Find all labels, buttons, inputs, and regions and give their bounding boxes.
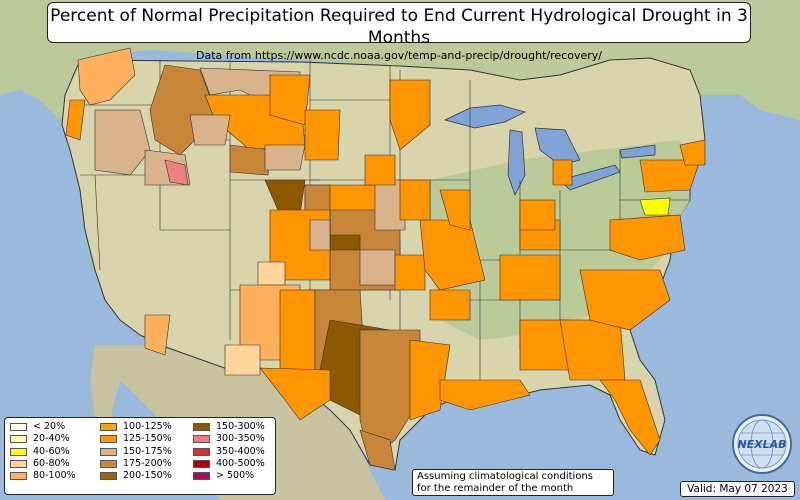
legend-swatch (100, 460, 117, 469)
legend-swatch (193, 423, 210, 432)
legend-column-1: < 20% 20-40% 40-60% 60-80% 80-100% (10, 421, 76, 482)
legend-label: 175-200% (123, 458, 172, 470)
region-minnesota (389, 79, 431, 151)
region-kansas-tan (359, 249, 396, 286)
legend-swatch (10, 435, 27, 444)
region-illinois-west (439, 189, 471, 231)
legend-item: 350-400% (193, 446, 265, 458)
region-virginia (609, 214, 686, 261)
legend-swatch (10, 472, 27, 481)
legend-swatch (193, 435, 210, 444)
legend-label: > 500% (216, 470, 255, 482)
region-colorado-tan (309, 219, 331, 251)
legend-swatch (100, 447, 117, 456)
region-iowa (399, 179, 431, 221)
legend-label: 200-150% (123, 470, 172, 482)
region-wyoming (229, 144, 271, 176)
legend-item: 150-300% (193, 421, 265, 433)
legend-label: 300-350% (216, 433, 265, 445)
lake-ontario (619, 144, 656, 159)
map-subtitle: Data from https://www.ncdc.noaa.gov/temp… (196, 49, 602, 62)
legend-item: 40-60% (10, 446, 76, 458)
region-wa-oregon (77, 47, 136, 106)
legend-swatch (100, 423, 117, 432)
assumption-note: Assuming climatological conditions for t… (412, 469, 614, 496)
region-kansas-dark (329, 234, 361, 251)
legend: < 20% 20-40% 40-60% 60-80% 80-100% 100-1… (4, 417, 276, 495)
legend-item: 80-100% (10, 470, 76, 482)
region-georgia (559, 319, 626, 381)
region-arkansas (429, 289, 471, 321)
legend-item: 200-150% (100, 470, 172, 482)
title-box: Percent of Normal Precipitation Required… (47, 2, 751, 62)
valid-date: Valid: May 07 2023 (680, 481, 795, 497)
legend-item: 300-350% (193, 433, 265, 445)
region-michigan-orange (552, 159, 573, 186)
map-title: Percent of Normal Precipitation Required… (50, 6, 748, 48)
legend-swatch (10, 423, 27, 432)
legend-item: 125-150% (100, 433, 172, 445)
logo-text: NEXLAB (737, 438, 786, 451)
drought-regions (65, 47, 706, 471)
region-utah (257, 261, 286, 286)
note-line-1: Assuming climatological conditions (417, 471, 593, 482)
legend-swatch (193, 472, 210, 481)
legend-column-3: 150-300% 300-350% 350-400% 400-500% > 50… (193, 421, 265, 482)
legend-label: 125-150% (123, 433, 172, 445)
region-ny (679, 139, 706, 166)
legend-swatch (10, 460, 27, 469)
region-oregon-central (94, 109, 151, 176)
region-pa (639, 159, 701, 193)
region-tennessee (499, 254, 561, 301)
legend-column-2: 100-125% 125-150% 150-175% 175-200% 200-… (100, 421, 172, 482)
legend-label: 100-125% (123, 421, 172, 433)
legend-label: 80-100% (33, 470, 76, 482)
legend-label: 20-40% (33, 433, 70, 445)
legend-item: < 20% (10, 421, 76, 433)
region-carolinas (579, 269, 671, 331)
region-maryland (639, 197, 671, 216)
region-nm (279, 289, 316, 371)
legend-label: 150-300% (216, 421, 265, 433)
region-texas-south (359, 429, 396, 471)
legend-label: 150-175% (123, 445, 172, 457)
legend-label: 350-400% (216, 445, 265, 457)
globe-logo-icon: NEXLAB (732, 414, 792, 474)
legend-item: 60-80% (10, 458, 76, 470)
legend-item: 100-125% (100, 421, 172, 433)
region-idaho-red (164, 159, 189, 186)
legend-item: 150-175% (100, 446, 172, 458)
legend-label: 400-500% (216, 458, 265, 470)
region-texas-west (259, 367, 331, 421)
legend-item: > 500% (193, 470, 265, 482)
region-oklahoma-orange (394, 254, 426, 291)
region-mn-south (364, 154, 396, 186)
region-gulf (439, 379, 531, 411)
legend-item: 175-200% (100, 458, 172, 470)
legend-swatch (10, 447, 27, 456)
legend-label: < 20% (33, 421, 66, 433)
region-oregon-coast (65, 99, 86, 141)
region-texas-east (359, 329, 421, 461)
legend-item: 400-500% (193, 458, 265, 470)
legend-swatch (193, 460, 210, 469)
region-ohio (519, 199, 556, 231)
region-wyoming-tan (264, 144, 306, 171)
legend-label: 40-60% (33, 445, 70, 457)
region-florida (599, 379, 661, 456)
region-south-dakota (304, 109, 341, 161)
legend-item: 20-40% (10, 433, 76, 445)
note-line-2: for the remainder of the month (417, 483, 574, 494)
legend-swatch (100, 472, 117, 481)
region-montana-tan (189, 114, 231, 146)
legend-swatch (100, 435, 117, 444)
legend-swatch (193, 447, 210, 456)
legend-label: 60-80% (33, 458, 70, 470)
region-az-light (224, 344, 261, 376)
region-az-west (144, 314, 171, 356)
